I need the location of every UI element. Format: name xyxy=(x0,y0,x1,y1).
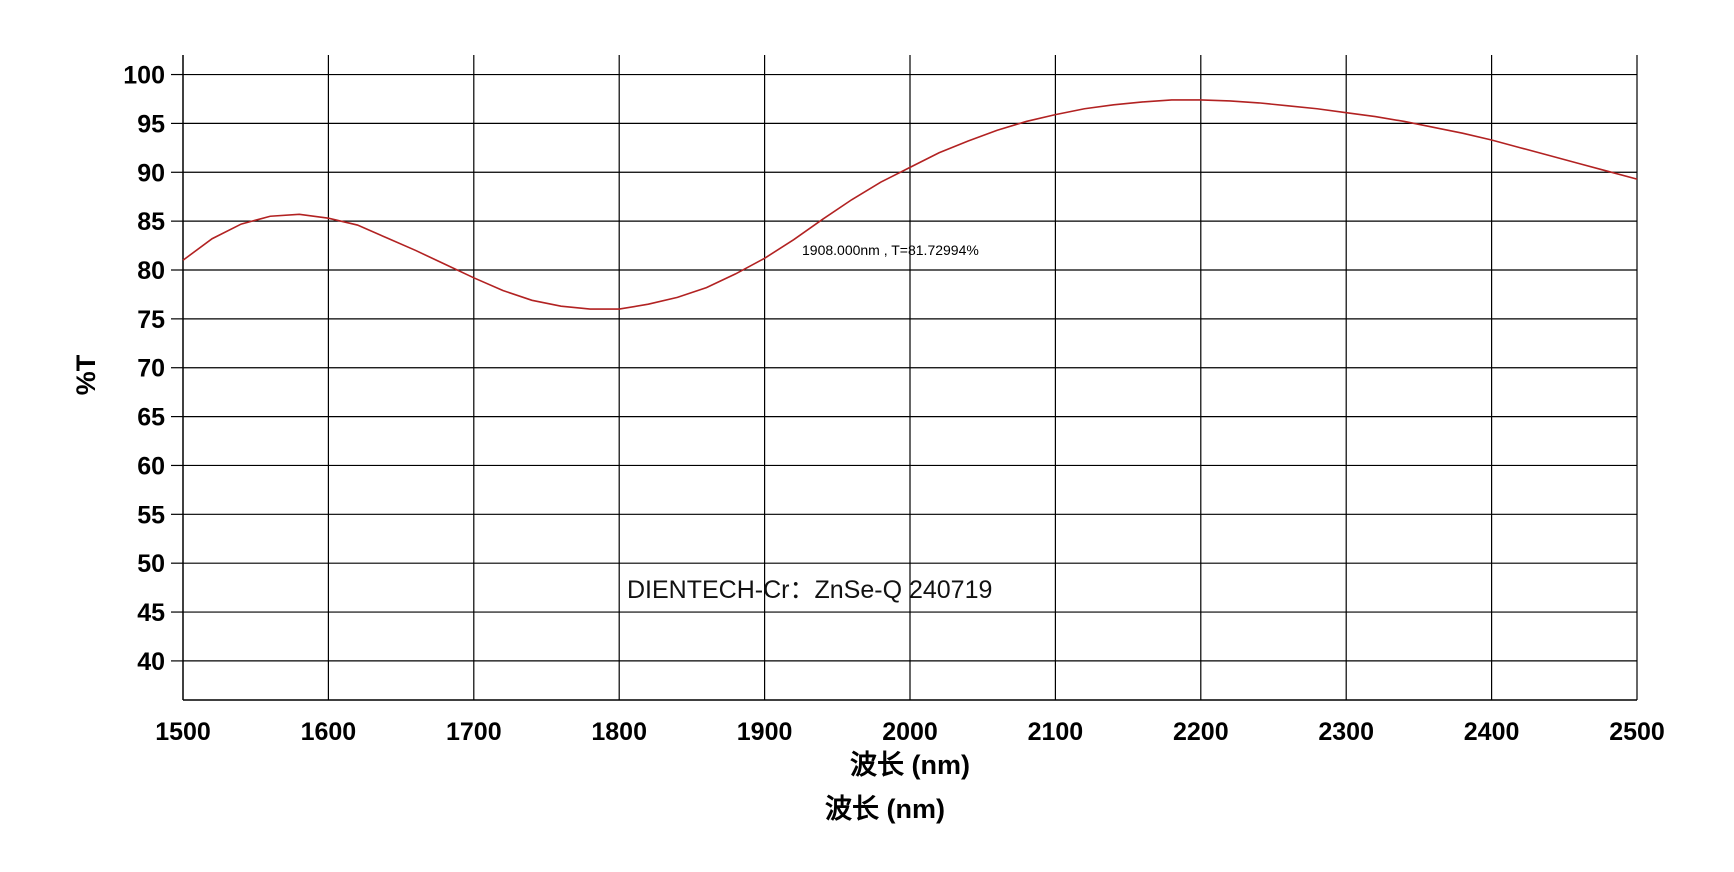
x-tick-label: 1900 xyxy=(737,718,793,746)
x-tick-label: 2300 xyxy=(1318,718,1374,746)
y-tick-label: 65 xyxy=(137,404,165,432)
y-axis-title: %T xyxy=(71,354,101,395)
y-tick-label: 75 xyxy=(137,306,165,334)
y-tick-labels: 40 45 50 55 60 65 70 75 80 85 90 95 100 xyxy=(123,62,165,676)
y-tick-label: 60 xyxy=(137,452,165,480)
y-tick-label: 70 xyxy=(137,355,165,383)
series xyxy=(182,99,1638,310)
y-tick-label: 100 xyxy=(123,62,165,90)
y-tick-label: 50 xyxy=(137,550,165,578)
x-tick-label: 2500 xyxy=(1609,718,1665,746)
series-line-0 xyxy=(182,99,1638,310)
y-tick-label: 90 xyxy=(137,159,165,187)
x-tick-label: 1500 xyxy=(155,718,211,746)
sample-label: DIENTECH-Cr：ZnSe-Q 240719 xyxy=(627,576,992,604)
y-tick-label: 95 xyxy=(137,110,165,138)
x-tick-label: 1800 xyxy=(591,718,647,746)
x-axis-title-secondary: 波长 (nm) xyxy=(825,794,945,824)
axes xyxy=(171,55,1637,701)
y-tick-label: 55 xyxy=(137,501,165,529)
grid xyxy=(183,55,1638,700)
x-tick-label: 2400 xyxy=(1464,718,1520,746)
y-tick-label: 80 xyxy=(137,257,165,285)
y-tick-label: 85 xyxy=(137,208,165,236)
y-tick-label: 45 xyxy=(137,599,165,627)
x-tick-label: 2100 xyxy=(1028,718,1084,746)
y-tick-label: 40 xyxy=(137,648,165,676)
x-tick-label: 1700 xyxy=(446,718,502,746)
x-tick-label: 2000 xyxy=(882,718,938,746)
cursor-annotation: 1908.000nm , T=81.72994% xyxy=(802,242,979,258)
x-axis-title: 波长 (nm) xyxy=(850,750,970,780)
x-tick-label: 1600 xyxy=(301,718,357,746)
x-tick-label: 2200 xyxy=(1173,718,1229,746)
x-tick-labels: 1500 1600 1700 1800 1900 2000 2100 2200 2300 2400… xyxy=(155,718,1665,746)
